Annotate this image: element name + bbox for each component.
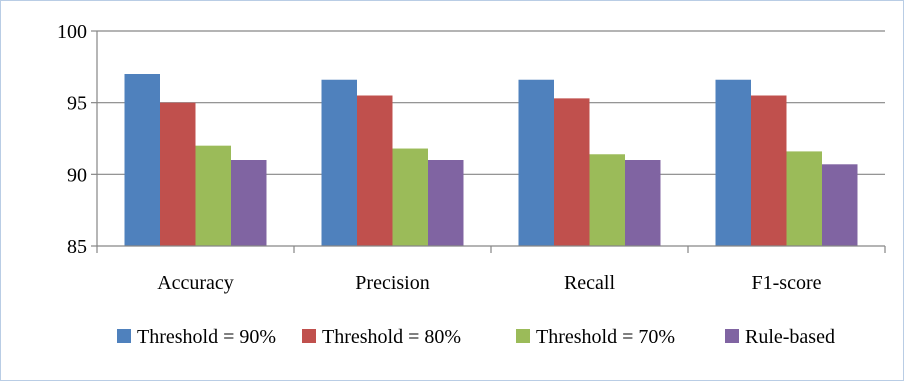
legend-swatch xyxy=(117,329,131,343)
bars xyxy=(125,74,858,246)
legend-swatch xyxy=(516,329,530,343)
x-category-labels: Accuracy Precision Recall F1-score xyxy=(157,272,821,294)
y-tick-labels: 85 90 95 100 xyxy=(57,21,87,258)
bar xyxy=(519,80,555,246)
y-tick-label: 100 xyxy=(57,21,87,43)
legend-label: Threshold = 90% xyxy=(137,326,276,348)
x-category-label: Accuracy xyxy=(157,272,234,294)
bar xyxy=(322,80,358,246)
bar xyxy=(125,74,161,246)
y-tick-label: 90 xyxy=(67,164,87,186)
legend: Threshold = 90% Threshold = 80% Threshold … xyxy=(117,326,835,348)
y-tick-label: 95 xyxy=(67,93,87,115)
legend-label: Threshold = 70% xyxy=(536,326,675,348)
legend-swatch xyxy=(302,329,316,343)
bar xyxy=(160,103,196,246)
bar xyxy=(625,160,661,246)
bar xyxy=(554,98,590,246)
bar xyxy=(393,149,429,246)
legend-swatch xyxy=(725,329,739,343)
legend-label: Rule-based xyxy=(745,326,835,348)
bar xyxy=(590,154,626,246)
bar xyxy=(822,164,858,246)
x-category-label: Precision xyxy=(355,272,429,294)
bar xyxy=(787,151,823,246)
bar xyxy=(196,146,232,246)
x-category-label: Recall xyxy=(564,272,616,294)
x-category-label: F1-score xyxy=(752,272,822,294)
bar xyxy=(357,96,393,247)
y-tick-label: 85 xyxy=(67,236,87,258)
bar xyxy=(231,160,267,246)
bar xyxy=(751,96,787,247)
bar xyxy=(428,160,464,246)
legend-label: Threshold = 80% xyxy=(322,326,461,348)
bar xyxy=(716,80,752,246)
